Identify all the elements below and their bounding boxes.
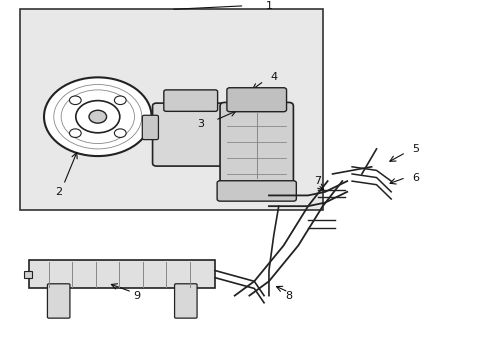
Text: 6: 6 xyxy=(411,172,418,183)
Text: 8: 8 xyxy=(285,291,291,301)
Text: 5: 5 xyxy=(411,144,418,154)
FancyBboxPatch shape xyxy=(152,103,228,166)
FancyBboxPatch shape xyxy=(220,102,293,188)
Circle shape xyxy=(69,129,81,138)
Circle shape xyxy=(114,129,126,138)
Bar xyxy=(29,260,215,288)
Text: 7: 7 xyxy=(314,176,321,186)
FancyBboxPatch shape xyxy=(142,115,158,140)
FancyBboxPatch shape xyxy=(217,181,296,201)
FancyBboxPatch shape xyxy=(226,88,286,112)
Circle shape xyxy=(114,96,126,104)
FancyBboxPatch shape xyxy=(47,284,70,318)
Text: 9: 9 xyxy=(133,291,140,301)
FancyBboxPatch shape xyxy=(174,284,197,318)
Circle shape xyxy=(89,110,106,123)
FancyBboxPatch shape xyxy=(163,90,217,111)
Circle shape xyxy=(76,100,120,133)
Circle shape xyxy=(44,77,151,156)
Text: 2: 2 xyxy=(55,187,62,197)
Bar xyxy=(24,271,32,278)
Text: 3: 3 xyxy=(197,119,203,129)
Text: 1: 1 xyxy=(265,1,272,11)
Text: 4: 4 xyxy=(270,72,277,82)
Circle shape xyxy=(69,96,81,104)
Bar xyxy=(20,9,322,210)
